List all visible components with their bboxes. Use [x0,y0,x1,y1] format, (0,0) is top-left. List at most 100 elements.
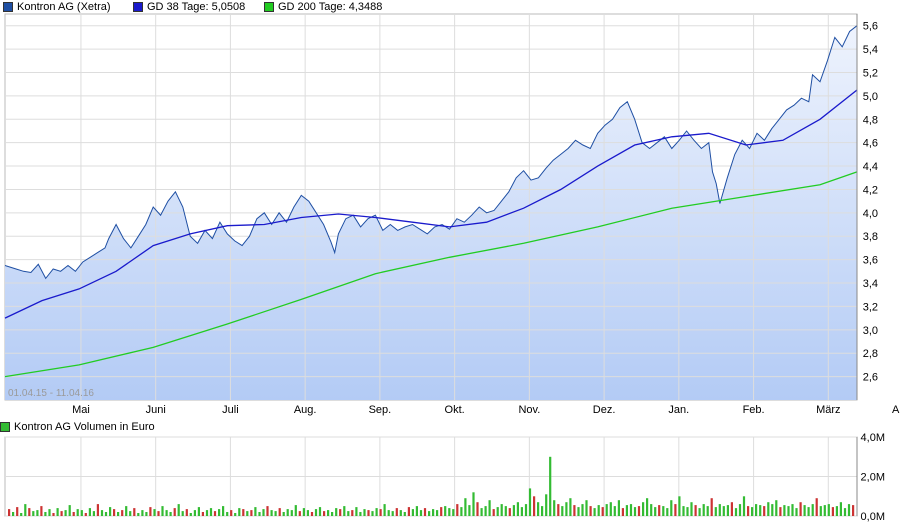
volume-bar [181,511,184,516]
volume-bar [137,513,140,516]
volume-bar [193,510,196,516]
volume-bar [549,456,552,517]
volume-bar [742,496,746,517]
volume-bar [250,510,253,516]
volume-bar [726,505,729,516]
volume-bar [282,512,285,516]
volume-bar [710,498,713,516]
volume-bar [694,505,697,516]
volume-bar [472,492,475,516]
volume-bar [379,509,382,516]
volume-bar [589,506,592,516]
volume-bar [516,502,519,516]
volume-bar [452,509,455,516]
volume-bar [218,509,221,516]
volume-bar [298,511,301,516]
volume-bar [278,508,281,516]
volume-bar [528,488,532,516]
y-tick-label: 4,6 [863,138,878,150]
volume-bar [359,512,362,516]
volume-bar [799,502,802,516]
volume-bar [476,502,479,516]
volume-bar [629,504,633,516]
volume-bar [16,507,19,516]
volume-bar [670,500,673,516]
volume-bar [585,500,588,516]
volume-bar [690,502,693,516]
volume-bar [213,511,217,516]
volume-bar [831,507,834,516]
y-tick-label: 5,4 [863,44,878,56]
volume-bar [48,509,51,516]
volume-bar [383,504,386,516]
volume-bar [177,504,180,516]
volume-bar [460,507,463,516]
volume-bar [423,508,427,516]
volume-bar [545,494,548,516]
volume-bar [411,509,414,516]
volume-bar [318,507,322,516]
volume-bar [96,504,99,516]
volume-bar [795,508,798,516]
volume-bar [185,509,188,516]
volume-bar [254,507,257,516]
volume-bar [783,505,786,516]
volume-bar [205,510,209,516]
volume-bar [145,512,148,516]
volume-bar [524,504,528,516]
volume-bar [440,507,443,516]
volume-bar [581,504,584,516]
volume-bar [391,511,394,516]
volume-bar [72,512,75,516]
volume-bar [314,509,318,516]
legend-swatch-gd38 [133,2,143,12]
volume-bar [323,511,326,516]
volume-bar [222,506,225,516]
volume-bar [654,507,657,516]
volume-bar [36,510,39,516]
legend-label-gd38: GD 38 Tage: 5,0508 [147,1,246,13]
volume-bar [621,508,624,516]
volume-bar [637,506,641,516]
volume-bar [335,508,338,516]
volume-bar [169,512,172,516]
volume-bar [92,511,95,516]
volume-bar [428,511,431,516]
x-tick-label: April [892,404,900,416]
volume-bar [730,502,733,516]
volume-bar [415,506,418,516]
gd38-line [4,89,858,319]
volume-bar [508,508,511,516]
volume-bar [633,507,637,516]
volume-bar [468,505,471,516]
volume-bar [153,509,156,516]
volume-bar [12,512,15,516]
volume-bar [294,505,297,516]
volume-bar [226,512,229,516]
volume-bar [759,505,762,516]
volume-bar [557,504,560,516]
volume-bar [738,504,742,516]
y-tick-label: 5,2 [863,67,878,79]
volume-bar [492,509,495,516]
volume-bar [444,506,447,516]
volume-bar [815,498,818,516]
y-tick-label: 3,4 [863,278,878,290]
volume-legend: Kontron AG Volumen in Euro [0,421,155,433]
volume-bar [755,504,758,516]
gd200-line [4,171,858,378]
volume-bar [60,511,63,516]
legend-label-price: Kontron AG (Xetra) [17,1,111,13]
volume-bar [76,509,79,516]
volume-bar [520,507,523,516]
volume-bar [456,504,459,516]
volume-bar [40,506,43,516]
x-tick-label: Nov. [518,404,540,416]
volume-bar [230,510,233,516]
volume-bar [246,511,249,516]
volume-bar [573,505,576,516]
x-tick-label: Feb. [743,404,765,416]
volume-bar [533,496,536,517]
volume-bar [722,506,725,516]
volume-bar [20,513,23,516]
